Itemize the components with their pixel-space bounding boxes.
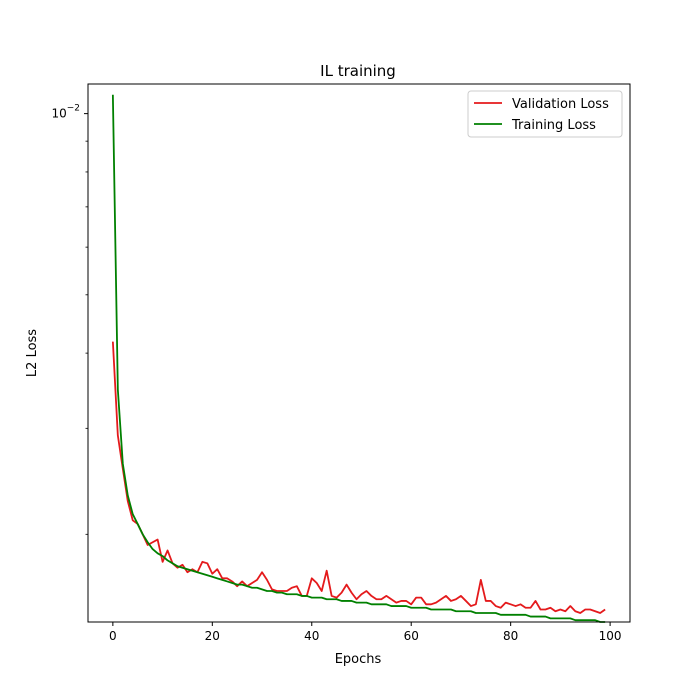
x-tick-label: 60 <box>404 629 419 643</box>
legend: Validation Loss Training Loss <box>467 90 623 138</box>
x-tick-label: 20 <box>205 629 220 643</box>
legend-label-0: Validation Loss <box>512 97 609 112</box>
x-tick-label: 40 <box>304 629 319 643</box>
y-major-tick-label: 10−2 <box>51 104 80 121</box>
legend-box <box>467 90 623 138</box>
x-tick-label: 0 <box>109 629 117 643</box>
series-layer <box>111 94 606 623</box>
y-axis: 10−2 <box>51 104 88 535</box>
x-axis-label: Epochs <box>335 652 382 667</box>
series-line-1 <box>111 94 606 623</box>
y-axis-label: L2 Loss <box>25 329 40 377</box>
x-axis: 0 20 40 60 80 100 <box>109 622 622 643</box>
x-tick-label: 80 <box>503 629 518 643</box>
chart-title: IL training <box>320 62 396 80</box>
x-tick-label: 100 <box>599 629 622 643</box>
legend-label-1: Training Loss <box>511 118 596 133</box>
